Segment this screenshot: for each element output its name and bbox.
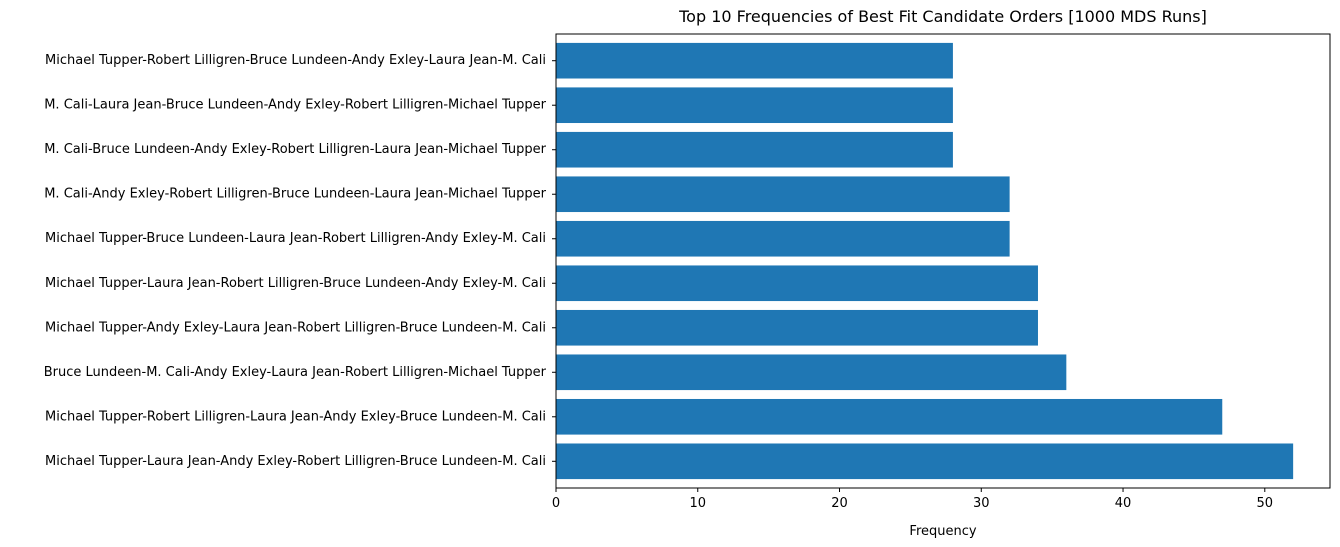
- bar: [556, 42, 953, 79]
- bar: [556, 354, 1067, 391]
- x-axis-ticks: 0 10 20 30 40 50: [552, 488, 1273, 511]
- bar: [556, 176, 1010, 213]
- y-tick-label: Michael Tupper-Andy Exley-Laura Jean-Rob…: [45, 320, 546, 335]
- y-tick-label: Michael Tupper-Robert Lilligren-Laura Je…: [45, 409, 546, 424]
- x-tick-label: 50: [1257, 496, 1274, 511]
- bar: [556, 265, 1038, 302]
- y-tick-label: M. Cali-Laura Jean-Bruce Lundeen-Andy Ex…: [44, 98, 546, 113]
- x-tick-label: 10: [689, 496, 706, 511]
- y-tick-label: Michael Tupper-Bruce Lundeen-Laura Jean-…: [45, 231, 546, 246]
- x-tick-label: 40: [1115, 496, 1132, 511]
- bar: [556, 309, 1038, 346]
- chart-title: Top 10 Frequencies of Best Fit Candidate…: [678, 7, 1207, 26]
- y-tick-label: Michael Tupper-Laura Jean-Andy Exley-Rob…: [45, 454, 546, 469]
- x-tick-label: 0: [552, 496, 560, 511]
- y-tick-label: M. Cali-Andy Exley-Robert Lilligren-Bruc…: [44, 187, 546, 202]
- y-tick-label: Michael Tupper-Robert Lilligren-Bruce Lu…: [45, 53, 546, 68]
- bar: [556, 220, 1010, 257]
- bars-group: [556, 42, 1294, 480]
- x-axis-label: Frequency: [909, 524, 976, 539]
- bar: [556, 131, 953, 168]
- bar: [556, 87, 953, 124]
- y-tick-label: Michael Tupper-Laura Jean-Robert Lilligr…: [45, 276, 546, 291]
- bar: [556, 398, 1223, 435]
- bar: [556, 443, 1294, 480]
- y-axis-labels: Michael Tupper-Laura Jean-Andy Exley-Rob…: [44, 53, 556, 469]
- y-tick-label: Bruce Lundeen-M. Cali-Andy Exley-Laura J…: [44, 365, 547, 380]
- x-tick-label: 20: [831, 496, 848, 511]
- plot-frame: [555, 33, 1331, 489]
- y-tick-label: M. Cali-Bruce Lundeen-Andy Exley-Robert …: [44, 142, 546, 157]
- x-tick-label: 30: [973, 496, 990, 511]
